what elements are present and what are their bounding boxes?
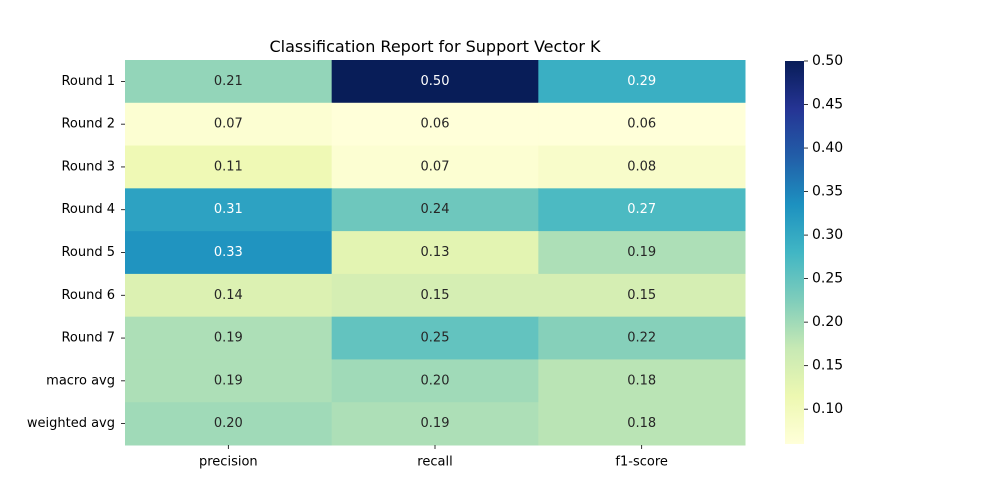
cell-value-label: 0.06	[421, 117, 450, 132]
x-tick-label: precision	[199, 455, 258, 470]
heatmap-cell	[125, 188, 333, 232]
heatmap-cell	[538, 359, 746, 403]
cell-value-label: 0.19	[421, 416, 450, 431]
y-tick-label: macro avg	[46, 373, 115, 388]
heatmap-cell	[331, 402, 539, 446]
cell-value-label: 0.20	[214, 416, 243, 431]
heatmap-cell	[331, 188, 539, 232]
heatmap-cell	[125, 231, 333, 275]
colorbar-tick-label: 0.10	[812, 401, 843, 417]
cell-value-label: 0.15	[421, 288, 450, 303]
cell-value-label: 0.06	[627, 117, 656, 132]
cell-value-label: 0.13	[421, 245, 450, 260]
heatmap-cell	[125, 273, 333, 318]
heatmap-cells: 0.21 0.50 0.29 0.07 0.06 0.06 0.11 0.07 0.08 0.31…	[125, 60, 746, 446]
heatmap-cell	[331, 316, 539, 360]
cell-value-label: 0.14	[214, 288, 243, 303]
colorbar-tick-label: 0.50	[812, 53, 843, 69]
cell-value-label: 0.21	[214, 74, 243, 89]
cell-value-label: 0.18	[627, 373, 656, 388]
heatmap-cell	[538, 145, 746, 189]
cell-value-label: 0.19	[214, 373, 243, 388]
heatmap-cell	[538, 188, 746, 232]
colorbar-tick-label: 0.45	[812, 97, 843, 113]
heatmap-cell	[125, 359, 333, 403]
colorbar-tick-label: 0.35	[812, 184, 843, 200]
heatmap-cell	[125, 102, 333, 147]
colorbar: 0.10 0.15 0.20 0.25 0.30 0.35 0.40 0.45 0.50	[785, 53, 843, 444]
heatmap-cell	[538, 316, 746, 360]
x-tick-label: f1-score	[615, 455, 667, 470]
cell-value-label: 0.15	[627, 288, 656, 303]
cell-value-label: 0.07	[421, 159, 450, 174]
cell-value-label: 0.25	[421, 331, 450, 346]
y-tick-label: Round 6	[61, 288, 115, 303]
heatmap-cell	[538, 273, 746, 318]
y-tick-label: Round 7	[61, 331, 115, 346]
heatmap-cell	[125, 60, 333, 104]
colorbar-gradient	[785, 61, 804, 444]
colorbar-tick-label: 0.20	[812, 314, 843, 330]
heatmap-cell	[331, 273, 539, 318]
y-tick-label: Round 5	[61, 245, 115, 260]
cell-value-label: 0.24	[421, 202, 450, 217]
colorbar-tick-label: 0.40	[812, 140, 843, 156]
colorbar-tick-label: 0.15	[812, 358, 843, 374]
cell-value-label: 0.50	[421, 74, 450, 89]
heatmap-cell	[125, 402, 333, 446]
cell-value-label: 0.11	[214, 159, 243, 174]
heatmap-cell	[538, 102, 746, 147]
x-tick-label: recall	[417, 455, 452, 470]
cell-value-label: 0.27	[627, 202, 656, 217]
y-tick-label: weighted avg	[27, 416, 115, 431]
x-axis: precision recall f1-score	[199, 445, 668, 470]
cell-value-label: 0.31	[214, 202, 243, 217]
heatmap-cell	[331, 145, 539, 189]
heatmap-cell	[331, 359, 539, 403]
heatmap-cell	[125, 316, 333, 360]
y-tick-label: Round 3	[61, 159, 115, 174]
cell-value-label: 0.20	[421, 373, 450, 388]
cell-value-label: 0.33	[214, 245, 243, 260]
heatmap-cell	[538, 231, 746, 275]
heatmap-cell	[331, 60, 539, 104]
heatmap-cell	[331, 102, 539, 147]
cell-value-label: 0.07	[214, 117, 243, 132]
chart-title: Classification Report for Support Vector…	[269, 37, 601, 56]
cell-value-label: 0.18	[627, 416, 656, 431]
cell-value-label: 0.19	[627, 245, 656, 260]
y-axis: Round 1 Round 2 Round 3 Round 4 Round 5 Round…	[27, 74, 125, 431]
cell-value-label: 0.08	[627, 159, 656, 174]
colorbar-tick-label: 0.30	[812, 227, 843, 243]
colorbar-tick-label: 0.25	[812, 271, 843, 287]
heatmap-cell	[331, 231, 539, 275]
y-tick-label: Round 4	[61, 202, 115, 217]
heatmap-cell	[538, 402, 746, 446]
cell-value-label: 0.19	[214, 331, 243, 346]
heatmap-cell	[538, 60, 746, 104]
y-tick-label: Round 1	[61, 74, 115, 89]
heatmap-cell	[125, 145, 333, 189]
cell-value-label: 0.29	[627, 74, 656, 89]
cell-value-label: 0.22	[627, 331, 656, 346]
y-tick-label: Round 2	[61, 117, 115, 132]
